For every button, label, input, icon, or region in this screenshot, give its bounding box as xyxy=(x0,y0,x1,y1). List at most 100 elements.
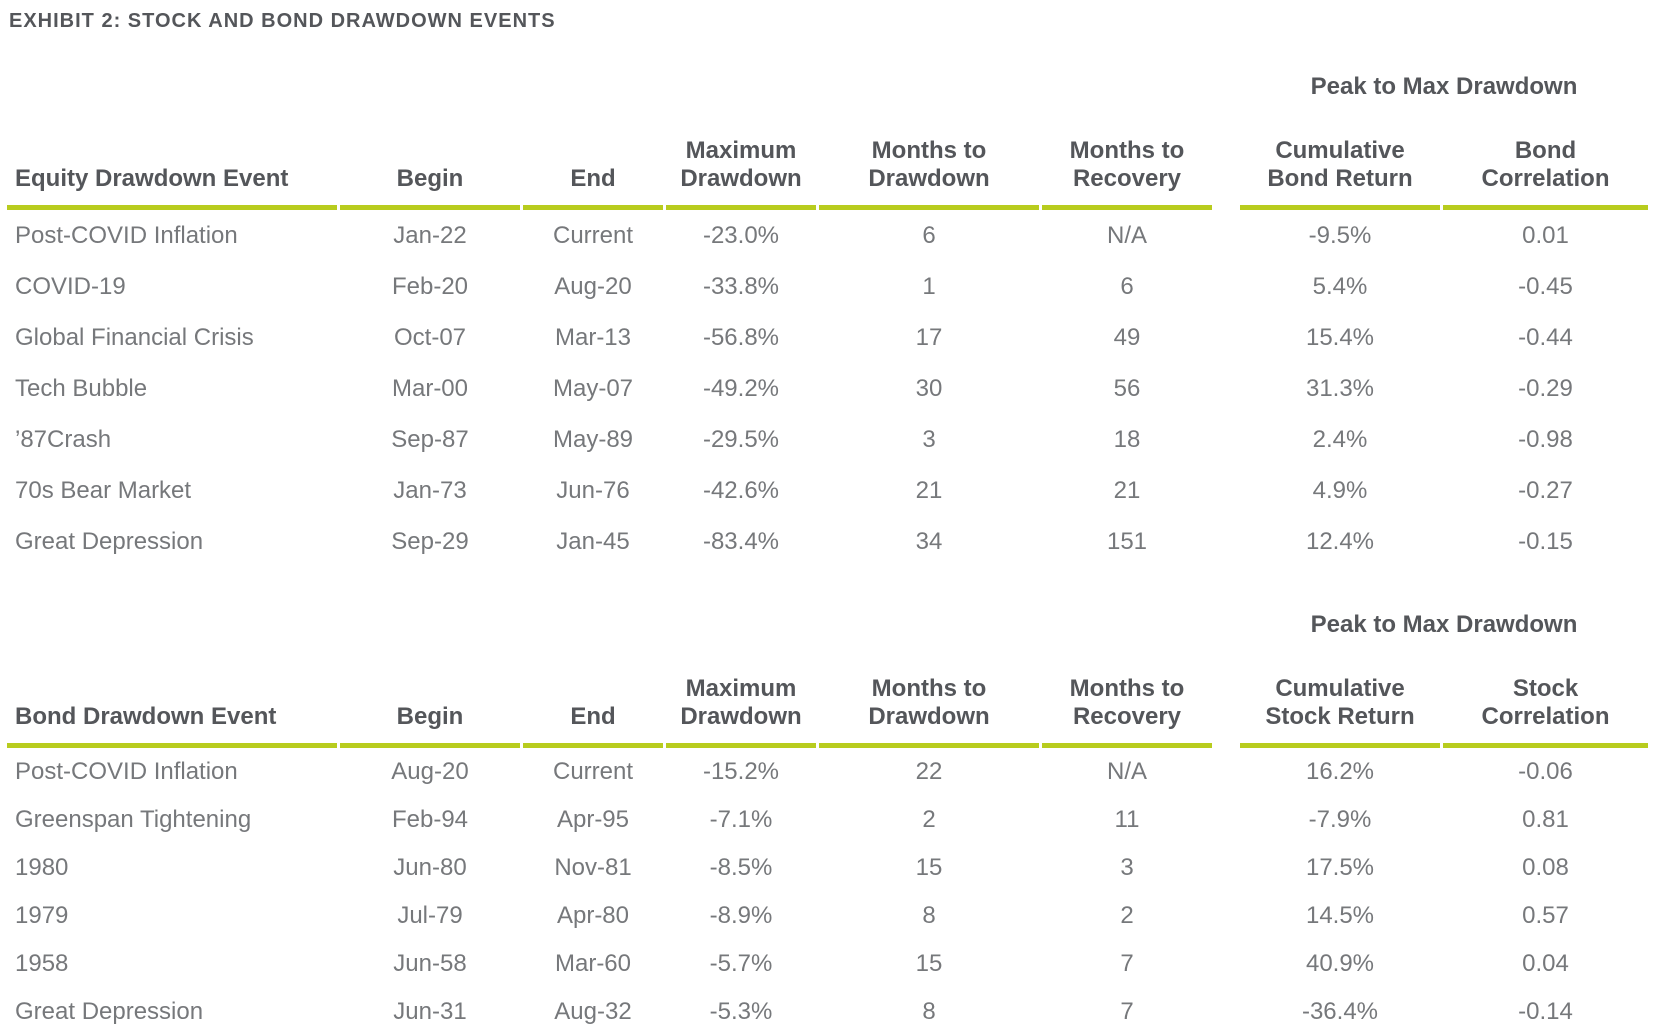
equity-drawdown-table: Peak to Max Drawdown Equity Drawdown Eve… xyxy=(4,65,1651,567)
value-cell: -0.14 xyxy=(1518,998,1573,1025)
column-header-row: Bond Drawdown Event Begin End Maximum Dr… xyxy=(7,647,1648,748)
value-cell: -5.7% xyxy=(709,950,773,977)
value-cell: 5.4% xyxy=(1312,272,1368,300)
column-header-end: End xyxy=(523,647,663,748)
column-header-cumulative-return: Cumulative Stock Return xyxy=(1240,647,1440,748)
value-cell: 14.5% xyxy=(1305,902,1375,929)
event-cell: 1980 xyxy=(15,854,69,881)
value-cell: N/A xyxy=(1106,221,1147,249)
column-gap xyxy=(1215,796,1237,844)
value-cell: Current xyxy=(552,758,634,785)
value-cell: 151 xyxy=(1106,527,1148,555)
value-cell: Mar-60 xyxy=(554,950,632,977)
value-cell: 7 xyxy=(1120,950,1134,977)
group-header-spacer xyxy=(7,603,1237,647)
value-cell: Aug-20 xyxy=(554,272,632,300)
value-cell: Jul-79 xyxy=(397,902,463,929)
value-cell: 17.5% xyxy=(1305,854,1375,881)
value-cell: 0.57 xyxy=(1522,902,1569,929)
event-cell: 1979 xyxy=(15,902,69,929)
column-gap xyxy=(1215,210,1237,261)
value-cell: Jun-31 xyxy=(393,998,467,1025)
value-cell: 7 xyxy=(1120,998,1134,1025)
event-cell: Post-COVID Inflation xyxy=(15,221,238,249)
value-cell: -0.29 xyxy=(1518,374,1573,402)
value-cell: Jan-73 xyxy=(393,476,467,504)
column-gap xyxy=(1215,647,1237,748)
value-cell: -83.4% xyxy=(702,527,780,555)
column-header-event: Bond Drawdown Event xyxy=(7,647,337,748)
table-row: Post-COVID Inflation Aug-20 Current -15.2% 2… xyxy=(7,748,1648,796)
column-gap xyxy=(1215,363,1237,414)
column-header-begin: Begin xyxy=(340,109,520,210)
column-gap xyxy=(1215,748,1237,796)
event-cell: Greenspan Tightening xyxy=(15,806,252,833)
column-header-event: Equity Drawdown Event xyxy=(7,109,337,210)
event-cell: Great Depression xyxy=(15,527,204,555)
value-cell: -0.98 xyxy=(1518,425,1573,453)
value-cell: 56 xyxy=(1113,374,1141,402)
column-header-cumulative-return: Cumulative Bond Return xyxy=(1240,109,1440,210)
value-cell: -0.44 xyxy=(1518,323,1573,351)
bond-drawdown-table: Peak to Max Drawdown Bond Drawdown Event… xyxy=(4,603,1651,1036)
group-header-spacer xyxy=(7,65,1237,109)
column-gap xyxy=(1215,465,1237,516)
column-gap xyxy=(1215,312,1237,363)
table-row: ’87Crash Sep-87 May-89 -29.5% 3 18 2.4% -0.98 xyxy=(7,414,1648,465)
value-cell: Apr-95 xyxy=(556,806,630,833)
value-cell: N/A xyxy=(1106,758,1147,785)
value-cell: -9.5% xyxy=(1308,221,1372,249)
group-header-row: Peak to Max Drawdown xyxy=(7,603,1648,647)
table-row: Post-COVID Inflation Jan-22 Current -23.0% 6… xyxy=(7,210,1648,261)
value-cell: 0.04 xyxy=(1522,950,1569,977)
value-cell: Mar-00 xyxy=(391,374,469,402)
value-cell: Sep-87 xyxy=(391,425,469,453)
value-cell: 2 xyxy=(1120,902,1134,929)
column-header-months-to-recovery: Months to Recovery xyxy=(1042,647,1212,748)
value-cell: -15.2% xyxy=(702,758,780,785)
value-cell: Sep-29 xyxy=(391,527,469,555)
value-cell: May-07 xyxy=(552,374,634,402)
value-cell: Nov-81 xyxy=(554,854,632,881)
table-row: Great Depression Jun-31 Aug-32 -5.3% 8 7 -36.4… xyxy=(7,988,1648,1036)
value-cell: -7.9% xyxy=(1308,806,1372,833)
event-cell: Post-COVID Inflation xyxy=(15,758,238,785)
value-cell: 22 xyxy=(915,758,943,785)
event-cell: Great Depression xyxy=(15,998,204,1025)
value-cell: Aug-20 xyxy=(391,758,469,785)
table-row: 1958 Jun-58 Mar-60 -5.7% 15 7 40.9% 0.04 xyxy=(7,940,1648,988)
value-cell: 8 xyxy=(922,998,936,1025)
value-cell: 15.4% xyxy=(1305,323,1375,351)
value-cell: 3 xyxy=(1120,854,1134,881)
value-cell: -29.5% xyxy=(702,425,780,453)
event-cell: Global Financial Crisis xyxy=(15,323,254,351)
event-cell: Tech Bubble xyxy=(15,374,148,402)
value-cell: -56.8% xyxy=(702,323,780,351)
value-cell: 0.81 xyxy=(1522,806,1569,833)
column-gap xyxy=(1215,988,1237,1036)
event-cell: COVID-19 xyxy=(15,272,126,300)
value-cell: 3 xyxy=(922,425,936,453)
event-cell: 70s Bear Market xyxy=(15,476,192,504)
value-cell: Jan-22 xyxy=(393,221,467,249)
column-gap xyxy=(1215,940,1237,988)
value-cell: Oct-07 xyxy=(393,323,467,351)
table-row: 1980 Jun-80 Nov-81 -8.5% 15 3 17.5% 0.08 xyxy=(7,844,1648,892)
column-gap xyxy=(1215,844,1237,892)
table-row: Global Financial Crisis Oct-07 Mar-13 -56.8… xyxy=(7,312,1648,363)
column-header-max-drawdown: Maximum Drawdown xyxy=(666,109,816,210)
value-cell: 16.2% xyxy=(1305,758,1375,785)
table-row: COVID-19 Feb-20 Aug-20 -33.8% 1 6 5.4% -0.45 xyxy=(7,261,1648,312)
value-cell: Apr-80 xyxy=(556,902,630,929)
column-header-row: Equity Drawdown Event Begin End Maximum … xyxy=(7,109,1648,210)
event-cell: ’87Crash xyxy=(15,425,112,453)
table-row: 1979 Jul-79 Apr-80 -8.9% 8 2 14.5% 0.57 xyxy=(7,892,1648,940)
column-gap xyxy=(1215,109,1237,210)
value-cell: 15 xyxy=(915,854,943,881)
value-cell: 30 xyxy=(915,374,943,402)
value-cell: -33.8% xyxy=(702,272,780,300)
value-cell: -0.45 xyxy=(1518,272,1573,300)
value-cell: -23.0% xyxy=(702,221,780,249)
value-cell: -5.3% xyxy=(709,998,773,1025)
event-cell: 1958 xyxy=(15,950,69,977)
